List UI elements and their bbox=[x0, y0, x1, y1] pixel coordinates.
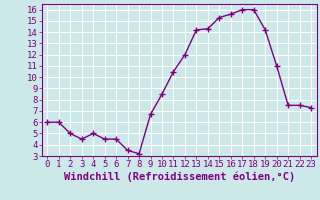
X-axis label: Windchill (Refroidissement éolien,°C): Windchill (Refroidissement éolien,°C) bbox=[64, 172, 295, 182]
